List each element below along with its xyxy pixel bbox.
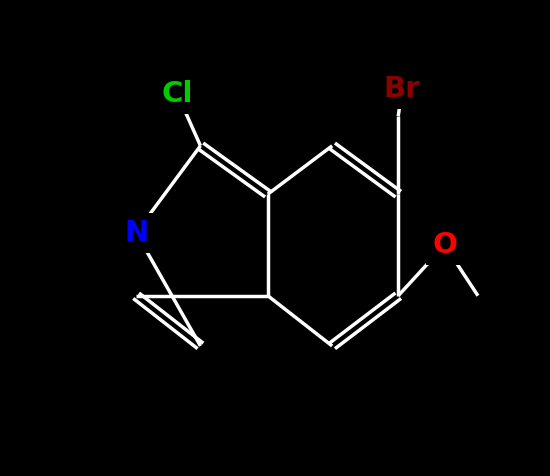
Text: N: N xyxy=(124,218,148,247)
Text: Cl: Cl xyxy=(162,80,193,108)
Text: Br: Br xyxy=(384,75,420,103)
Text: O: O xyxy=(432,231,457,259)
